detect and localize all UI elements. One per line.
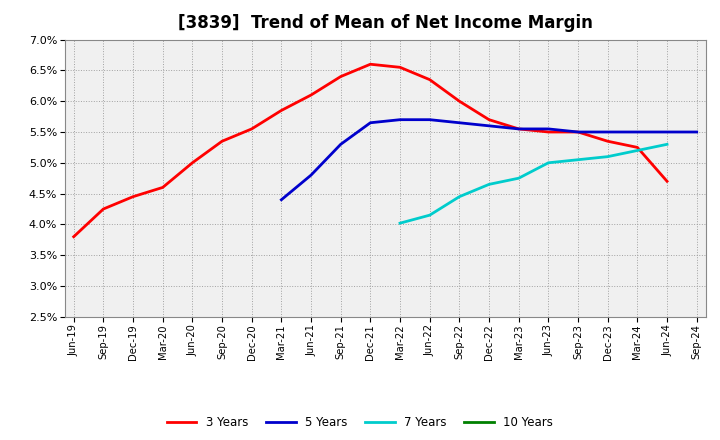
7 Years bbox=[514, 176, 523, 181]
5 Years bbox=[633, 129, 642, 135]
5 Years bbox=[514, 126, 523, 132]
5 Years bbox=[366, 120, 374, 125]
7 Years bbox=[633, 148, 642, 153]
Line: 7 Years: 7 Years bbox=[400, 144, 667, 223]
7 Years bbox=[544, 160, 553, 165]
7 Years bbox=[662, 142, 671, 147]
3 Years bbox=[396, 65, 405, 70]
3 Years bbox=[158, 185, 167, 190]
7 Years bbox=[574, 157, 582, 162]
3 Years bbox=[514, 126, 523, 132]
5 Years bbox=[426, 117, 434, 122]
5 Years bbox=[455, 120, 464, 125]
3 Years bbox=[248, 126, 256, 132]
3 Years bbox=[603, 139, 612, 144]
Line: 5 Years: 5 Years bbox=[282, 120, 697, 200]
3 Years bbox=[426, 77, 434, 82]
3 Years bbox=[366, 62, 374, 67]
3 Years bbox=[544, 129, 553, 135]
5 Years bbox=[544, 126, 553, 132]
5 Years bbox=[336, 142, 345, 147]
3 Years bbox=[307, 92, 315, 98]
7 Years bbox=[455, 194, 464, 199]
5 Years bbox=[277, 197, 286, 202]
3 Years bbox=[277, 108, 286, 113]
3 Years bbox=[188, 160, 197, 165]
3 Years bbox=[217, 139, 226, 144]
3 Years bbox=[633, 145, 642, 150]
3 Years bbox=[662, 179, 671, 184]
Title: [3839]  Trend of Mean of Net Income Margin: [3839] Trend of Mean of Net Income Margi… bbox=[178, 15, 593, 33]
3 Years bbox=[485, 117, 493, 122]
Line: 3 Years: 3 Years bbox=[73, 64, 667, 237]
5 Years bbox=[603, 129, 612, 135]
5 Years bbox=[485, 123, 493, 128]
7 Years bbox=[485, 182, 493, 187]
5 Years bbox=[307, 172, 315, 178]
3 Years bbox=[69, 234, 78, 239]
5 Years bbox=[574, 129, 582, 135]
3 Years bbox=[336, 74, 345, 79]
5 Years bbox=[693, 129, 701, 135]
3 Years bbox=[129, 194, 138, 199]
5 Years bbox=[396, 117, 405, 122]
3 Years bbox=[574, 129, 582, 135]
3 Years bbox=[455, 99, 464, 104]
7 Years bbox=[396, 220, 405, 226]
7 Years bbox=[426, 213, 434, 218]
5 Years bbox=[662, 129, 671, 135]
3 Years bbox=[99, 206, 108, 212]
Legend: 3 Years, 5 Years, 7 Years, 10 Years: 3 Years, 5 Years, 7 Years, 10 Years bbox=[162, 412, 558, 434]
7 Years bbox=[603, 154, 612, 159]
